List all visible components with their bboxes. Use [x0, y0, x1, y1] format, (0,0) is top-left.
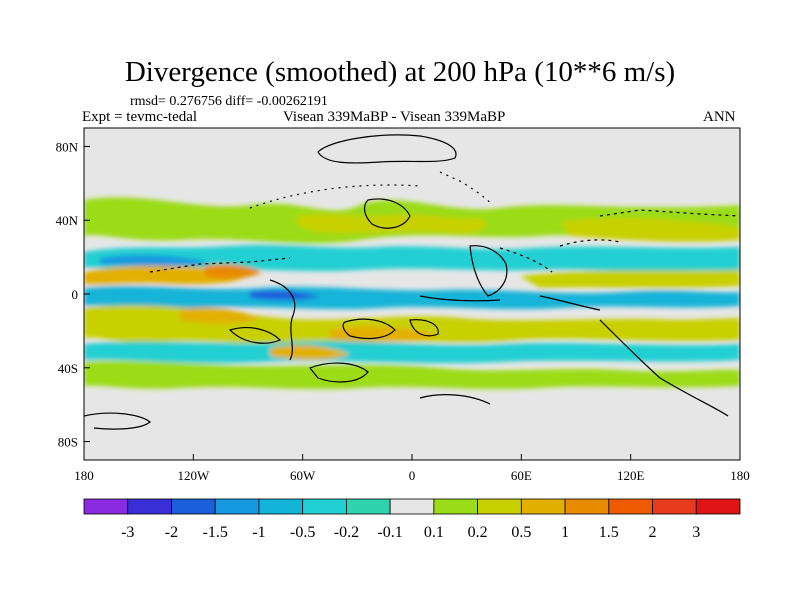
x-tick-label: 120W	[177, 468, 210, 483]
coast-dashed-west	[149, 257, 291, 273]
colorbar-label: 0.1	[424, 524, 444, 541]
colorbar-swatch	[520, 498, 566, 515]
field-band-30S	[84, 341, 740, 364]
coast-central	[269, 279, 296, 361]
colorbar-label: -0.2	[334, 524, 359, 541]
coast-north-ice	[317, 134, 457, 164]
colorbar-swatch	[433, 498, 479, 515]
colorbar-swatch	[477, 498, 522, 515]
coast-equator-east	[419, 295, 601, 311]
field-band-45S-core	[270, 345, 350, 360]
colorbar-label: -0.5	[290, 524, 315, 541]
colorbar-swatch	[564, 498, 610, 515]
coast-dashed-east	[599, 209, 740, 217]
field-band-15N-east	[520, 270, 740, 288]
x-tick-label: 120E	[617, 468, 645, 483]
colorbar-label: 0.2	[468, 524, 488, 541]
x-axis: 180 120W 60W 0 60E 120E 180	[74, 454, 750, 483]
colorbar-swatch	[389, 498, 435, 515]
colorbar-label: -3	[121, 524, 134, 541]
season-label: ANN	[703, 109, 736, 125]
colorbar-swatch	[258, 498, 304, 515]
field-band-15S-core	[180, 307, 260, 324]
coast-south-c	[228, 327, 282, 344]
colorbar: -3 -2 -1.5 -1 -0.5 -0.2 -0.1 0.1 0.2 0.5 1 1.5 2 3	[83, 498, 741, 541]
y-tick-label: 80N	[56, 139, 79, 154]
coast-south-b	[409, 319, 439, 337]
field-band-equator	[84, 286, 740, 310]
colorbar-swatch	[652, 498, 697, 515]
x-tick-label: 0	[409, 468, 416, 483]
colorbar-label: 0.5	[511, 524, 531, 541]
y-tick-label: 40N	[56, 213, 79, 228]
colorbar-swatch	[695, 498, 741, 515]
colorbar-label: 1.5	[599, 524, 619, 541]
field-band-15N	[84, 265, 246, 285]
colorbar-swatch	[171, 498, 216, 515]
field-max-15N-100W	[205, 264, 262, 279]
y-tick-label: 0	[72, 287, 79, 302]
coast-dashed-ne	[499, 239, 621, 273]
divergence-fields	[84, 197, 740, 390]
coast-south-ring	[309, 362, 369, 383]
field-band-35N-core	[296, 214, 487, 234]
field-band-35N-east	[560, 217, 740, 242]
coast-continent-a	[363, 198, 411, 229]
colorbar-label: -1.5	[203, 524, 228, 541]
x-tick-label: 60W	[290, 468, 316, 483]
coastlines	[84, 134, 740, 430]
map-area	[84, 128, 740, 460]
coast-south-mid	[419, 394, 491, 405]
experiment-label: Expt = tevmc-tedal	[82, 109, 198, 125]
runs-label: Visean 339MaBP - Visean 339MaBP	[283, 109, 506, 125]
chart-title: Divergence (smoothed) at 200 hPa (10**6 …	[124, 56, 676, 88]
colorbar-label: 1	[561, 524, 569, 541]
coast-south-arc	[599, 319, 729, 417]
colorbar-label: -0.1	[377, 524, 402, 541]
colorbar-swatch	[302, 498, 347, 515]
y-tick-label: 80S	[58, 435, 78, 450]
y-axis: 80N 40N 0 40S 80S	[56, 139, 90, 450]
colorbar-label: -2	[165, 524, 178, 541]
colorbar-label: 2	[649, 524, 657, 541]
colorbar-swatch	[608, 498, 653, 515]
coast-south-west	[84, 412, 151, 430]
field-band-45S	[84, 360, 740, 390]
x-tick-label: 60E	[511, 468, 532, 483]
colorbar-label: -1	[252, 524, 265, 541]
coast-south-a	[342, 318, 396, 340]
y-tick-label: 40S	[58, 361, 78, 376]
x-tick-label: 180	[730, 468, 750, 483]
coast-continent-b	[469, 245, 508, 297]
stats-text: rmsd= 0.276756 diff= -0.00262191	[130, 94, 328, 109]
colorbar-swatch	[345, 498, 391, 515]
field-band-20N	[84, 244, 740, 274]
field-band-20N-core	[100, 255, 210, 266]
colorbar-swatch	[83, 498, 129, 515]
colorbar-label: 3	[692, 524, 700, 541]
field-band-equator-core	[250, 290, 320, 300]
x-tick-label: 180	[74, 468, 94, 483]
colorbar-swatch	[127, 498, 172, 515]
colorbar-swatch	[214, 498, 260, 515]
